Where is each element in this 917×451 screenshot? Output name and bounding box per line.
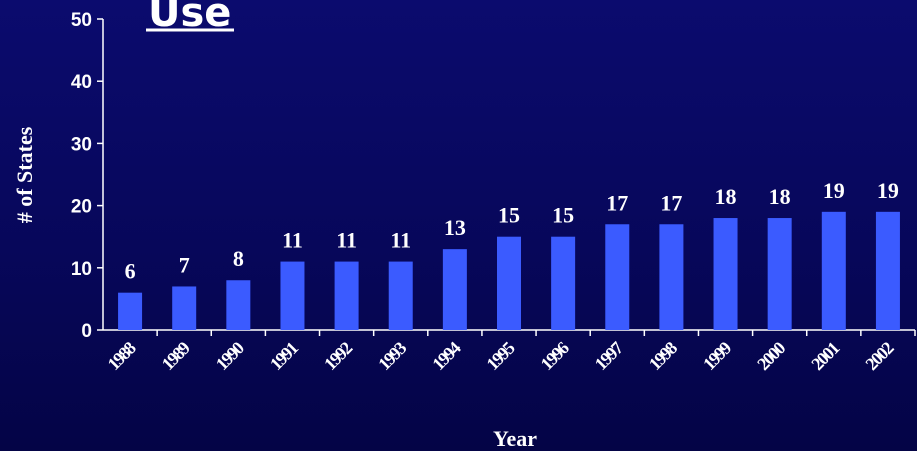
y-tick-label: 50: [71, 10, 92, 31]
x-tick-label: 1990: [212, 338, 248, 374]
x-tick-label: 1988: [104, 338, 140, 374]
bar: [388, 261, 413, 330]
y-tick-label: 40: [71, 72, 92, 93]
y-tick-label: 0: [81, 321, 92, 342]
bar: [767, 218, 792, 330]
x-tick-label: 1998: [645, 338, 681, 374]
data-label: 17: [606, 190, 628, 215]
x-tick-label: 2002: [861, 338, 897, 374]
bar: [442, 249, 467, 330]
bars: [118, 211, 900, 330]
y-axis-label: # of States: [12, 126, 37, 223]
data-label: 17: [660, 190, 682, 215]
data-label: 7: [179, 252, 190, 277]
bar: [280, 261, 305, 330]
y-tick-label: 30: [71, 134, 92, 155]
data-label: 15: [552, 203, 574, 228]
data-label: 19: [877, 178, 899, 203]
x-tick-label: 1989: [158, 338, 194, 374]
x-tick-label: 1991: [266, 338, 302, 374]
data-label: 11: [390, 228, 411, 253]
data-label: 11: [282, 228, 303, 253]
bar: [713, 218, 738, 330]
bar: [172, 286, 197, 330]
x-tick-label: 1999: [699, 338, 735, 374]
data-label: 19: [823, 178, 845, 203]
data-label: 18: [769, 184, 791, 209]
x-tick-label: 1997: [591, 338, 627, 374]
x-axis-label: Year: [493, 426, 537, 451]
x-tick-label: 1995: [482, 338, 518, 374]
y-tick-label: 10: [71, 259, 92, 280]
y-tick-label: 20: [71, 197, 92, 218]
bar: [118, 292, 143, 330]
bar: [875, 211, 900, 330]
data-label: 8: [233, 246, 244, 271]
bar: [497, 236, 521, 330]
data-label: 13: [444, 215, 466, 240]
x-tick-label: 1996: [537, 338, 573, 374]
x-tick-label: 1992: [320, 338, 356, 374]
data-labels: 6 7 8 11 11 11 13 15 15 17 17 18 18 19 19: [125, 178, 899, 284]
bar: [821, 211, 846, 330]
x-tick-label: 2001: [807, 338, 843, 374]
x-tick-label: 2000: [753, 338, 789, 374]
y-ticks: 0 10 20 30 40 50: [71, 10, 103, 342]
data-label: 6: [125, 259, 136, 284]
bar: [226, 280, 251, 330]
data-label: 18: [715, 184, 737, 209]
bar: [551, 236, 576, 330]
data-label: 15: [498, 203, 520, 228]
bar: [659, 224, 684, 330]
data-label: 11: [336, 228, 357, 253]
bar: [334, 261, 359, 330]
bar: [605, 224, 630, 330]
x-ticks: 1988 1989 1990 1991 1992 1993 1994 1995 1996 1997…: [104, 330, 916, 374]
x-tick-label: 1994: [428, 338, 464, 374]
x-tick-label: 1993: [374, 338, 410, 374]
